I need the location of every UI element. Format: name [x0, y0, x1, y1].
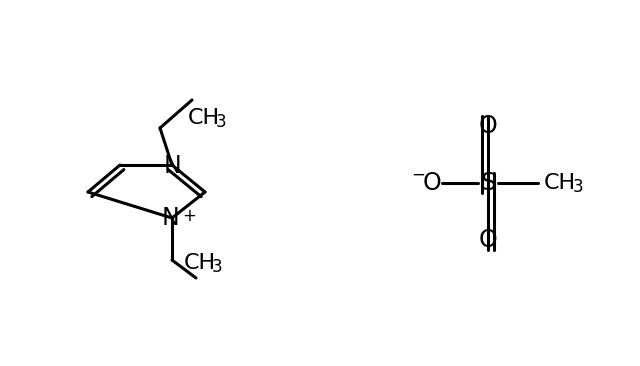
Text: 3: 3: [573, 178, 584, 196]
Text: CH: CH: [184, 253, 216, 273]
Text: −: −: [411, 166, 425, 184]
Text: O: O: [479, 114, 497, 138]
Text: +: +: [182, 207, 196, 225]
Text: O: O: [479, 228, 497, 252]
Text: CH: CH: [188, 108, 220, 128]
Text: N: N: [163, 154, 181, 178]
Text: N: N: [162, 206, 180, 230]
Text: S: S: [480, 171, 496, 195]
Text: O: O: [422, 171, 442, 195]
Text: 3: 3: [212, 258, 223, 276]
Text: CH: CH: [544, 173, 576, 193]
Text: 3: 3: [216, 113, 227, 131]
